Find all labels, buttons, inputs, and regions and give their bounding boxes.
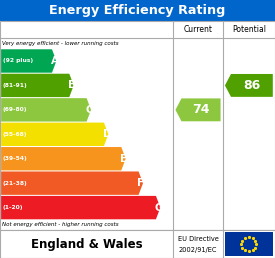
Text: EU Directive: EU Directive [178, 236, 218, 242]
Polygon shape [1, 98, 91, 122]
Text: Very energy efficient - lower running costs: Very energy efficient - lower running co… [2, 41, 119, 46]
Polygon shape [1, 49, 56, 73]
Text: F: F [137, 178, 144, 188]
Text: G: G [155, 203, 163, 213]
Polygon shape [225, 74, 273, 97]
Text: D: D [103, 129, 111, 139]
Polygon shape [1, 147, 126, 171]
Text: Not energy efficient - higher running costs: Not energy efficient - higher running co… [2, 222, 119, 228]
Text: (1-20): (1-20) [3, 205, 23, 210]
Text: (39-54): (39-54) [3, 156, 28, 161]
Text: (92 plus): (92 plus) [3, 59, 33, 63]
Bar [225, 232, 273, 256]
Polygon shape [1, 196, 160, 219]
Text: B: B [68, 80, 76, 90]
Text: Potential: Potential [232, 25, 266, 34]
Polygon shape [1, 172, 143, 195]
Bar [0, 21, 275, 230]
Text: England & Wales: England & Wales [31, 238, 142, 251]
Text: (69-80): (69-80) [3, 107, 27, 112]
Text: (21-38): (21-38) [3, 181, 28, 186]
Text: C: C [85, 105, 93, 115]
Text: E: E [120, 154, 127, 164]
Text: A: A [51, 56, 59, 66]
Bar [0, 230, 275, 258]
Bar [0, 0, 275, 21]
Polygon shape [175, 98, 221, 121]
Polygon shape [1, 74, 74, 97]
Text: (55-68): (55-68) [3, 132, 27, 137]
Text: Current: Current [183, 25, 213, 34]
Text: (81-91): (81-91) [3, 83, 28, 88]
Text: 86: 86 [243, 79, 260, 92]
Text: Energy Efficiency Rating: Energy Efficiency Rating [49, 4, 226, 17]
Text: 74: 74 [192, 103, 210, 116]
Text: 2002/91/EC: 2002/91/EC [179, 247, 217, 253]
Polygon shape [1, 123, 108, 146]
